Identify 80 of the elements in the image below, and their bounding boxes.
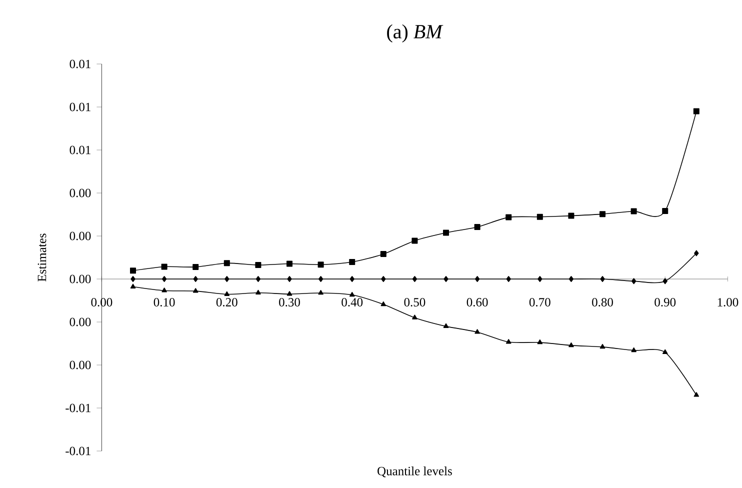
x-tick-label: 0.60 bbox=[466, 298, 488, 307]
point bbox=[130, 284, 136, 288]
chart-title: (a) BM bbox=[387, 24, 444, 43]
point bbox=[694, 250, 699, 256]
point bbox=[192, 288, 198, 293]
point bbox=[568, 276, 574, 282]
y-tick-label: 0.00 bbox=[70, 232, 91, 240]
x-tick-label: 1.00 bbox=[718, 298, 738, 307]
y-tick-label: 0.00 bbox=[70, 360, 91, 370]
point bbox=[600, 276, 605, 282]
point bbox=[224, 291, 230, 296]
point bbox=[631, 278, 636, 284]
point bbox=[600, 344, 606, 349]
point bbox=[538, 276, 542, 282]
y-tick-label: 0.01 bbox=[70, 102, 90, 112]
point bbox=[693, 108, 700, 114]
point bbox=[286, 260, 292, 267]
point bbox=[349, 259, 356, 266]
y-tick-label: -0.01 bbox=[66, 446, 90, 456]
point bbox=[412, 238, 418, 244]
point bbox=[412, 276, 418, 282]
point bbox=[506, 338, 512, 344]
point bbox=[600, 211, 606, 218]
x-tick-label: 0.80 bbox=[592, 298, 613, 307]
x-tick-label: 0.90 bbox=[654, 298, 676, 307]
point bbox=[443, 230, 450, 236]
point bbox=[256, 276, 261, 282]
x-tick-label: 0.20 bbox=[216, 298, 238, 307]
point bbox=[286, 291, 292, 296]
y-tick-label: 0.00 bbox=[70, 188, 91, 198]
point bbox=[350, 276, 354, 282]
point bbox=[631, 347, 636, 352]
y-tick-label: 0.01 bbox=[70, 60, 90, 68]
point bbox=[474, 224, 480, 230]
point bbox=[694, 392, 700, 397]
point bbox=[568, 342, 574, 348]
point bbox=[349, 292, 355, 297]
point bbox=[162, 276, 167, 282]
point bbox=[662, 278, 668, 284]
point bbox=[506, 214, 512, 220]
point bbox=[318, 262, 324, 268]
point bbox=[381, 276, 386, 282]
point bbox=[224, 276, 230, 282]
point bbox=[506, 276, 511, 282]
x-tick-label: 0.70 bbox=[529, 298, 550, 307]
point bbox=[568, 212, 574, 219]
point bbox=[161, 264, 168, 270]
point bbox=[256, 290, 261, 294]
point bbox=[193, 276, 198, 282]
point bbox=[380, 301, 386, 306]
point bbox=[474, 276, 480, 282]
point bbox=[412, 314, 418, 320]
point bbox=[255, 262, 262, 268]
x-tick-label: 0.50 bbox=[404, 298, 426, 307]
point bbox=[380, 251, 386, 258]
point bbox=[474, 329, 480, 334]
x-tick-label: 0.40 bbox=[342, 298, 363, 307]
point bbox=[537, 339, 543, 344]
point bbox=[443, 323, 449, 328]
x-tick-label: 0.30 bbox=[279, 298, 300, 307]
y-tick-label: 0.00 bbox=[70, 318, 91, 326]
point bbox=[287, 276, 292, 282]
point bbox=[162, 288, 167, 292]
point bbox=[192, 264, 199, 270]
y-tick-label: 0.01 bbox=[70, 146, 90, 154]
y-tick-label: -0.01 bbox=[66, 404, 90, 412]
point bbox=[662, 349, 668, 354]
point bbox=[444, 276, 448, 282]
point bbox=[630, 208, 637, 214]
point bbox=[130, 276, 136, 282]
point bbox=[318, 290, 324, 295]
point bbox=[318, 276, 324, 282]
point bbox=[536, 214, 543, 220]
point bbox=[662, 208, 668, 214]
point bbox=[130, 268, 136, 274]
y-axis-title: Estimates bbox=[38, 234, 46, 282]
x-tick-label: 0.10 bbox=[154, 298, 175, 307]
x-axis-title: Quantile levels bbox=[378, 466, 452, 478]
y-tick-label: 0.00 bbox=[70, 274, 91, 284]
point bbox=[224, 260, 230, 266]
